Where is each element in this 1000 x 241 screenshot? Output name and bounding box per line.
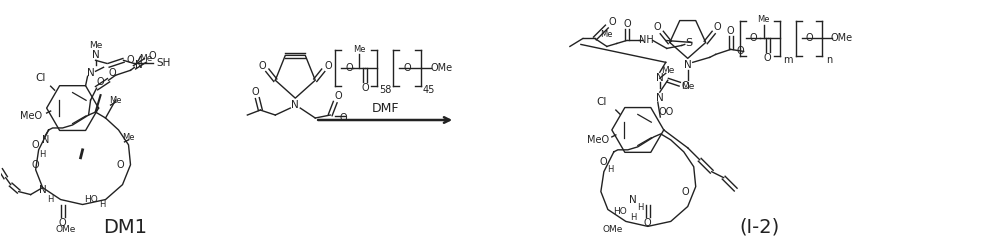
- Text: OMe: OMe: [830, 33, 853, 43]
- Text: H: H: [47, 195, 54, 204]
- Text: n: n: [826, 55, 833, 65]
- Text: O: O: [599, 157, 607, 167]
- Text: N: N: [42, 135, 49, 145]
- Text: N: N: [39, 185, 47, 194]
- Text: MeO: MeO: [587, 135, 609, 145]
- Text: N: N: [291, 100, 299, 110]
- Text: HO: HO: [613, 207, 627, 216]
- Text: O: O: [345, 63, 353, 73]
- Text: Me: Me: [109, 96, 122, 105]
- Text: O: O: [32, 140, 39, 150]
- Text: OMe: OMe: [430, 63, 452, 73]
- Text: DMF: DMF: [371, 101, 399, 114]
- Text: Me: Me: [661, 66, 674, 75]
- Text: H: H: [99, 200, 106, 209]
- Text: Me: Me: [681, 82, 694, 91]
- Text: Cl: Cl: [597, 97, 607, 107]
- Text: O: O: [59, 218, 66, 228]
- Text: N: N: [684, 60, 692, 70]
- Text: O: O: [750, 33, 757, 43]
- Text: O: O: [682, 187, 690, 197]
- Text: O: O: [334, 91, 342, 101]
- Text: H: H: [39, 150, 46, 159]
- Text: H: H: [638, 203, 644, 212]
- Text: H: H: [607, 165, 613, 174]
- Text: O: O: [361, 83, 369, 93]
- Text: S: S: [685, 39, 692, 48]
- Text: O: O: [339, 113, 347, 123]
- Text: Me: Me: [353, 45, 365, 54]
- Text: O: O: [252, 87, 259, 97]
- Text: m: m: [783, 55, 792, 65]
- Text: O: O: [682, 81, 690, 91]
- Text: O: O: [259, 61, 266, 71]
- Text: O: O: [714, 21, 722, 32]
- Text: O: O: [117, 160, 124, 170]
- Text: N: N: [656, 93, 664, 103]
- Text: O: O: [97, 77, 104, 87]
- Text: HO: HO: [84, 195, 97, 204]
- Text: O: O: [608, 17, 616, 27]
- Text: N: N: [656, 73, 664, 83]
- Text: 45: 45: [423, 85, 435, 95]
- Text: Me: Me: [122, 134, 135, 142]
- Text: O: O: [623, 19, 631, 29]
- Text: O: O: [32, 160, 39, 170]
- Text: Me: Me: [601, 30, 613, 39]
- Text: O: O: [764, 53, 771, 63]
- Text: O: O: [737, 47, 744, 56]
- Text: H: H: [630, 213, 636, 222]
- Text: O: O: [324, 61, 332, 71]
- Text: OMe: OMe: [55, 225, 76, 234]
- Text: OO: OO: [658, 107, 673, 117]
- Text: O: O: [403, 63, 411, 73]
- Text: OMe: OMe: [603, 225, 623, 234]
- Text: NH: NH: [639, 35, 654, 46]
- Text: DM1: DM1: [104, 218, 148, 237]
- Text: (I-2): (I-2): [740, 218, 780, 237]
- Text: N: N: [92, 50, 99, 60]
- Text: O: O: [727, 26, 734, 35]
- Text: MeO: MeO: [20, 111, 42, 121]
- Text: O: O: [149, 51, 156, 61]
- Text: Me: Me: [757, 15, 770, 24]
- Text: O: O: [654, 21, 662, 32]
- Text: N: N: [135, 60, 142, 70]
- Text: N: N: [87, 68, 94, 78]
- Text: Me: Me: [139, 54, 152, 63]
- Text: O: O: [806, 33, 813, 43]
- Text: Me: Me: [89, 41, 102, 50]
- Text: 58: 58: [379, 85, 391, 95]
- Text: SH: SH: [156, 58, 171, 68]
- Text: O: O: [644, 218, 652, 228]
- Text: N: N: [629, 194, 637, 205]
- Text: O: O: [127, 55, 134, 65]
- Text: Cl: Cl: [35, 73, 46, 83]
- Text: O: O: [109, 68, 116, 78]
